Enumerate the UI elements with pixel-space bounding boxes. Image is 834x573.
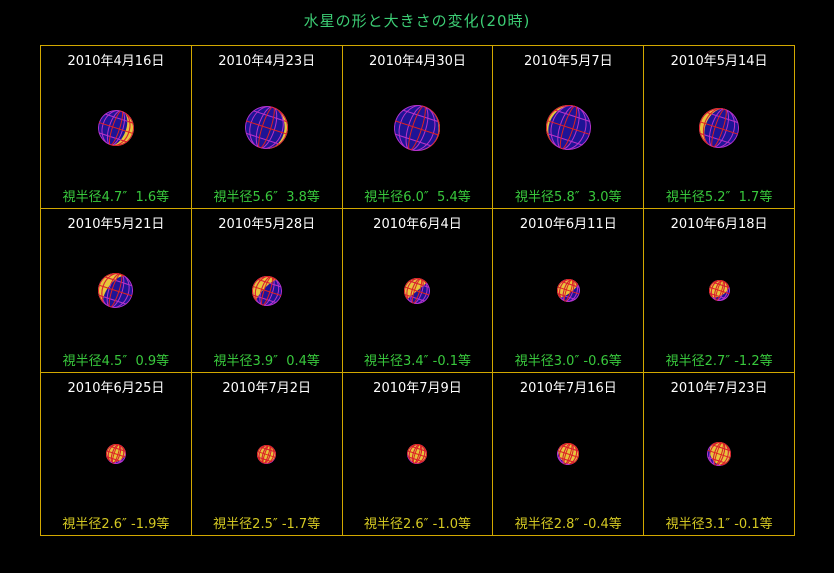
mercury-globe-icon	[394, 104, 441, 151]
panel-measurement: 視半径2.6″ -1.9等	[62, 516, 170, 532]
mercury-panel: 2010年6月4日 視半径3.4″ -0.1等	[342, 209, 493, 372]
mercury-panel: 2010年6月25日 視半径2.6″ -1.9等	[41, 372, 191, 535]
mercury-panel: 2010年6月11日 視半径3.0″ -0.6等	[493, 209, 644, 372]
globe-area	[250, 232, 284, 349]
panel-date: 2010年6月18日	[670, 217, 768, 233]
panel-measurement: 視半径6.0″ 5.4等	[364, 190, 471, 206]
globe-area	[392, 69, 442, 186]
panel-date: 2010年7月9日	[373, 380, 462, 396]
panel-measurement: 視半径5.8″ 3.0等	[515, 190, 622, 206]
globe-area	[402, 232, 432, 349]
panel-date: 2010年4月16日	[67, 54, 165, 69]
panel-measurement: 視半径3.4″ -0.1等	[363, 353, 471, 369]
mercury-globe-icon	[706, 442, 732, 467]
mercury-globe-icon	[105, 444, 127, 465]
mercury-globe-icon	[403, 277, 431, 304]
panel-measurement: 視半径2.7″ -1.2等	[665, 353, 773, 369]
panel-date: 2010年7月23日	[670, 380, 768, 396]
panel-measurement: 視半径3.0″ -0.6等	[514, 353, 622, 369]
panel-date: 2010年6月25日	[67, 380, 165, 396]
panel-date: 2010年5月14日	[670, 54, 768, 69]
panel-measurement: 視半径5.6″ 3.8等	[213, 190, 320, 206]
globe-area	[96, 69, 136, 186]
mercury-globe-icon	[556, 279, 580, 303]
mercury-globe-icon	[97, 109, 135, 146]
panel-measurement: 視半径3.9″ 0.4等	[213, 353, 320, 369]
globe-area	[555, 232, 582, 349]
mercury-globe-icon	[251, 275, 282, 306]
globe-area	[707, 232, 732, 349]
globe-area	[705, 396, 733, 513]
mercury-globe-icon	[545, 105, 591, 151]
panel-measurement: 視半径2.5″ -1.7等	[213, 516, 321, 532]
panel-measurement: 視半径2.8″ -0.4等	[514, 516, 622, 532]
mercury-panel: 2010年4月23日 視半径5.6″ 3.8等	[191, 46, 342, 209]
mercury-panel: 2010年6月18日 視半径2.7″ -1.2等	[644, 209, 794, 372]
globe-area	[555, 396, 581, 513]
panel-date: 2010年5月7日	[523, 54, 613, 69]
mercury-panel: 2010年5月14日 視半径5.2″ 1.7等	[644, 46, 794, 209]
panel-measurement: 視半径4.5″ 0.9等	[62, 353, 170, 369]
panel-date: 2010年5月28日	[218, 217, 316, 233]
panel-measurement: 視半径5.2″ 1.7等	[665, 190, 773, 206]
globe-area	[104, 396, 128, 513]
globe-area	[243, 69, 290, 186]
panel-date: 2010年6月11日	[519, 217, 617, 233]
globe-area	[405, 396, 429, 513]
mercury-globe-icon	[556, 443, 580, 466]
mercury-globe-icon	[707, 280, 731, 302]
panel-measurement: 視半径4.7″ 1.6等	[62, 190, 170, 206]
mercury-globe-icon	[97, 273, 134, 309]
mercury-globe-icon	[698, 107, 740, 148]
globe-area	[697, 69, 741, 186]
globe-area	[255, 396, 278, 513]
mercury-panel: 2010年5月28日 視半径3.9″ 0.4等	[191, 209, 342, 372]
panel-date: 2010年7月2日	[222, 380, 312, 396]
panel-grid: 2010年4月16日 視半径4.7″ 1.6等 2010年4月23日 視半径5.6″ …	[40, 45, 795, 536]
mercury-panel: 2010年4月30日 視半径6.0″ 5.4等	[342, 46, 493, 209]
mercury-globe-icon	[245, 106, 289, 150]
mercury-panel: 2010年7月2日 視半径2.5″ -1.7等	[191, 372, 342, 535]
panel-measurement: 視半径3.1″ -0.1等	[665, 516, 773, 532]
panel-date: 2010年7月16日	[519, 380, 617, 396]
mercury-panel: 2010年4月16日 視半径4.7″ 1.6等	[41, 46, 191, 209]
mercury-panel: 2010年5月21日 視半径4.5″ 0.9等	[41, 209, 191, 372]
mercury-globe-icon	[406, 444, 429, 465]
mercury-panel: 2010年7月23日 視半径3.1″ -0.1等	[644, 372, 794, 535]
mercury-panel: 2010年7月16日 視半径2.8″ -0.4等	[493, 372, 644, 535]
mercury-panel: 2010年5月7日 視半径5.8″ 3.0等	[493, 46, 644, 209]
mercury-globe-icon	[256, 444, 277, 465]
mercury-panel: 2010年7月9日 視半径2.6″ -1.0等	[342, 372, 493, 535]
globe-area	[544, 69, 593, 186]
chart-title: 水星の形と大きさの変化(20時)	[303, 12, 531, 30]
panel-date: 2010年4月23日	[218, 54, 316, 69]
panel-date: 2010年4月30日	[369, 54, 466, 69]
panel-measurement: 視半径2.6″ -1.0等	[363, 516, 471, 532]
panel-date: 2010年5月21日	[67, 217, 165, 233]
panel-date: 2010年6月4日	[373, 217, 462, 233]
globe-area	[96, 232, 135, 349]
